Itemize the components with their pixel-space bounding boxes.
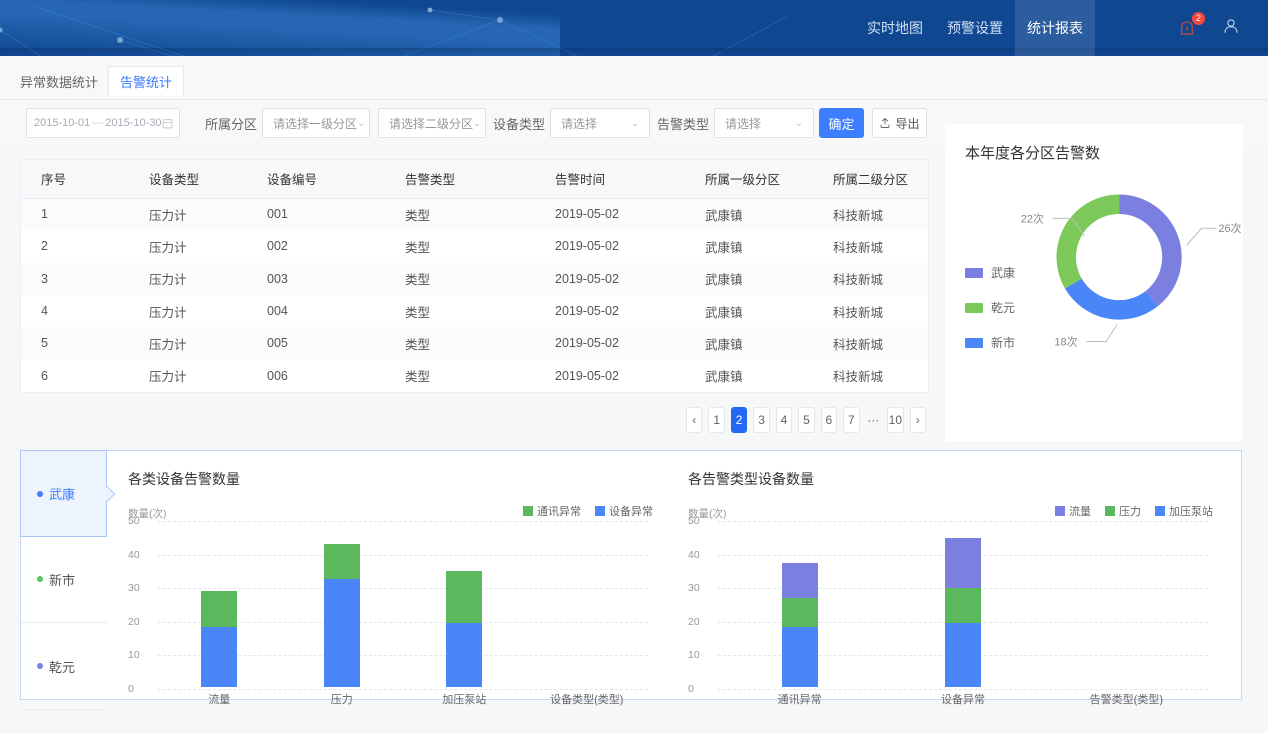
svg-text:22次: 22次 [1021,211,1044,225]
svg-text:26次: 26次 [1218,221,1241,235]
svg-text:18次: 18次 [1055,334,1078,348]
